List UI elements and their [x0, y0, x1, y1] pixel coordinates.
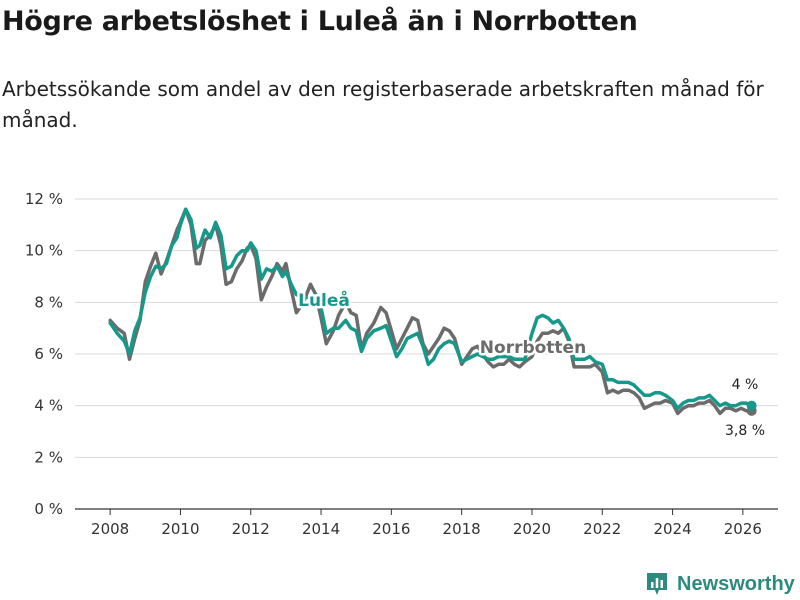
chart-subtitle: Arbetssökande som andel av den registerb…: [2, 77, 764, 132]
x-tick-label: 2012: [232, 520, 270, 538]
x-tick-label: 2026: [724, 520, 762, 538]
norrbotten-end-value: 3,8 %: [725, 423, 765, 439]
newsworthy-logo-icon: [647, 573, 667, 595]
norrbotten-end-value-halo: 3,8 %: [725, 423, 765, 439]
lulea-series-label-halo: Luleå: [298, 289, 350, 311]
x-axis: 2008 2010 2012 2014 2016 2018 2020 2022 2024 2026: [91, 509, 762, 538]
y-tick-label: 4 %: [34, 397, 63, 415]
lulea-series-label: Luleå: [298, 289, 350, 311]
y-tick-label: 0 %: [34, 500, 63, 518]
series-layer: [108, 207, 757, 416]
y-tick-label: 8 %: [34, 293, 63, 311]
x-tick-label: 2022: [583, 520, 621, 538]
newsworthy-logo-text: Newsworthy: [677, 572, 795, 595]
x-tick-label: 2020: [513, 520, 551, 538]
x-tick-label: 2010: [161, 520, 199, 538]
x-tick-label: 2024: [653, 520, 691, 538]
chart-title: Högre arbetslöshet i Luleå än i Norrbott…: [2, 6, 638, 37]
x-tick-label: 2018: [443, 520, 481, 538]
series-line-norrbotten: [108, 207, 754, 416]
norrbotten-series-label-halo: Norrbotten: [480, 338, 586, 358]
y-tick-label: 10 %: [25, 242, 63, 260]
y-tick-label: 6 %: [34, 345, 63, 363]
y-axis: 0 % 2 % 4 % 6 % 8 % 10 % 12 %: [25, 190, 63, 518]
series-end-point: [746, 400, 757, 411]
x-tick-label: 2016: [372, 520, 410, 538]
norrbotten-series-label: Norrbotten: [480, 338, 586, 358]
y-tick-label: 12 %: [25, 190, 63, 208]
series-line-lulea: [108, 207, 754, 411]
x-tick-label: 2014: [302, 520, 340, 538]
lulea-end-value-halo: 4 %: [732, 377, 759, 393]
y-tick-label: 2 %: [34, 448, 63, 466]
x-tick-label: 2008: [91, 520, 129, 538]
lulea-end-value: 4 %: [732, 377, 759, 393]
newsworthy-logo[interactable]: Newsworthy: [645, 571, 795, 597]
